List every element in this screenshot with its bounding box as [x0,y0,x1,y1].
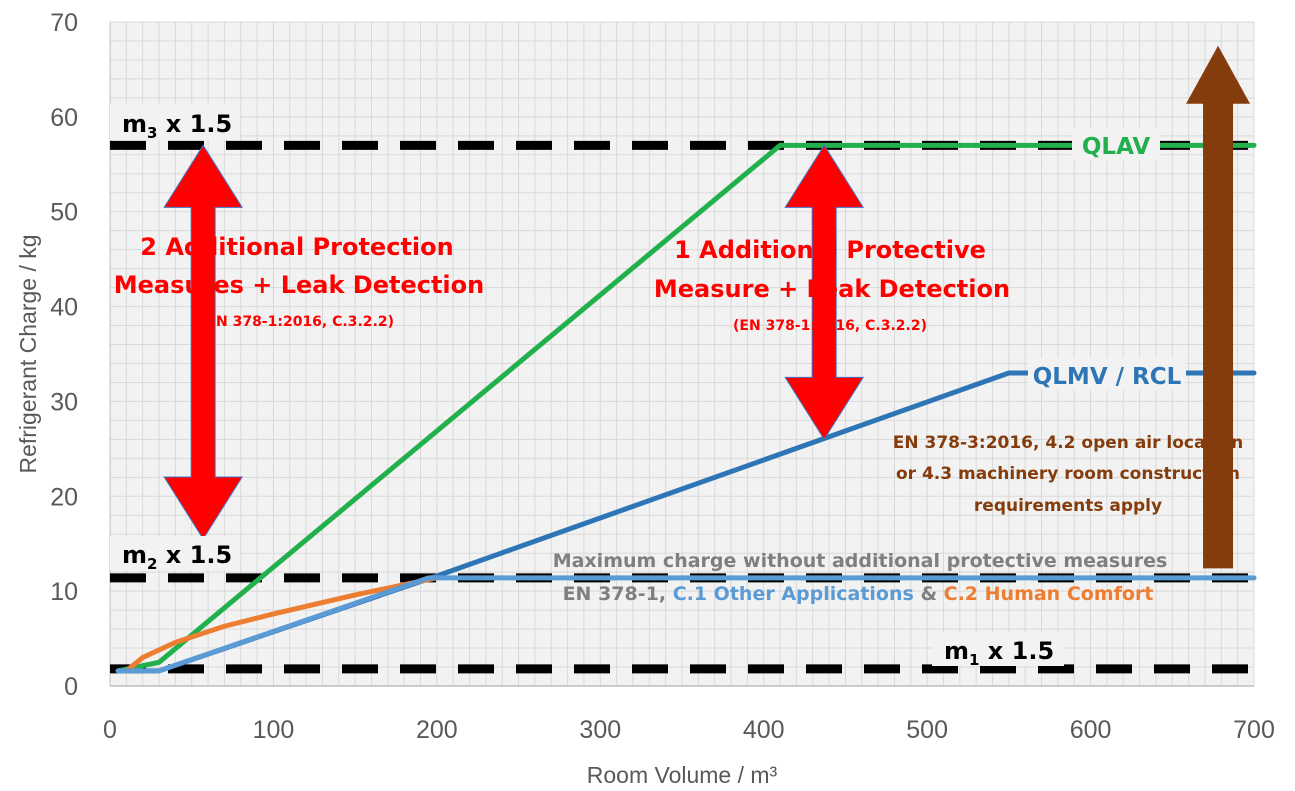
max-charge-prefix: EN 378-1, [563,583,673,605]
max-charge-line1: Maximum charge without additional protec… [553,550,1168,572]
m3-label-sub: 3 [147,124,157,142]
y-tick-label: 30 [50,388,78,416]
zone-two-line1: 2 Additional Protection [140,233,453,261]
y-tick-label: 20 [50,483,78,511]
zone-two-annotation: 2 Additional Protection Measures + Leak … [114,233,484,330]
m2-label-sub: 2 [147,555,157,573]
x-tick-label: 0 [103,716,117,744]
annotations: Room Volume / m³ Refrigerant Charge / kg… [15,104,1243,788]
max-charge-annotation: Maximum charge without additional protec… [553,550,1168,605]
series-line [123,575,440,674]
y-tick-label: 0 [64,673,78,701]
m3-label-rest: x 1.5 [157,110,232,138]
series-group [115,142,1257,674]
m1-label-sub: 1 [969,651,979,669]
x-tick-label: 300 [579,716,621,744]
m2-label: m2 x 1.5 [110,536,240,573]
m2-label-main: m [122,541,147,569]
y-tick-label: 60 [50,104,78,132]
qlmv-label-text: QLMV / RCL [1033,364,1182,390]
red-double-arrow-right [784,144,865,441]
open-air-line1: EN 378-3:2016, 4.2 open air location [893,433,1243,453]
m1-label-main: m [944,637,969,665]
max-charge-c1: C.1 Other Applications [673,583,914,605]
y-tick-label: 40 [50,294,78,322]
max-charge-c2: C.2 Human Comfort [944,583,1154,605]
m3-label-main: m [122,110,147,138]
x-tick-label: 400 [743,716,785,744]
zone-one-annotation: 1 Additional Protective Measure + Leak D… [654,236,1010,334]
m3-label: m3 x 1.5 [110,104,240,142]
svg-text:m2 x 1.5: m2 x 1.5 [122,541,232,573]
series-line [115,575,1257,674]
svg-text:m1 x 1.5: m1 x 1.5 [944,637,1054,669]
m1-label-rest: x 1.5 [979,637,1054,665]
x-tick-label: 200 [416,716,458,744]
svg-text:EN 378-1, C.1 Other Applicatio: EN 378-1, C.1 Other Applications & C.2 H… [563,583,1154,605]
qlmv-label: QLMV / RCL [1028,358,1186,390]
x-axis-label: Room Volume / m³ [587,762,778,788]
zone-two-ref: (EN 378-1:2016, C.3.2.2) [200,314,394,330]
tick-labels: 0 100 200 300 400 500 600 700 0 10 20 30 40 50 60 70 [50,9,1275,744]
x-tick-label: 100 [253,716,295,744]
series-line [115,142,1257,674]
max-charge-amp: & [914,583,944,605]
open-air-line3: requirements apply [974,496,1162,516]
brown-up-arrow [1186,45,1251,569]
qlav-label-text: QLAV [1082,134,1150,160]
x-tick-label: 500 [906,716,948,744]
y-axis-label: Refrigerant Charge / kg [15,234,41,473]
zone-two-line2: Measures + Leak Detection [114,271,484,299]
y-tick-label: 10 [50,578,78,606]
open-air-annotation: EN 378-3:2016, 4.2 open air location or … [893,433,1243,516]
zone-one-line2: Measure + Leak Detection [654,275,1010,303]
x-tick-label: 700 [1233,716,1275,744]
y-tick-label: 50 [50,199,78,227]
y-tick-label: 70 [50,9,78,37]
x-tick-label: 600 [1070,716,1112,744]
svg-text:m3 x 1.5: m3 x 1.5 [122,110,232,142]
m1-label: m1 x 1.5 [932,632,1064,669]
zone-one-line1: 1 Additional Protective [674,236,986,264]
zone-one-ref: (EN 378-1:2016, C.3.2.2) [733,318,927,334]
open-air-line2: or 4.3 machinery room construction [896,464,1240,484]
m2-label-rest: x 1.5 [157,541,232,569]
qlav-label: QLAV [1072,128,1160,160]
